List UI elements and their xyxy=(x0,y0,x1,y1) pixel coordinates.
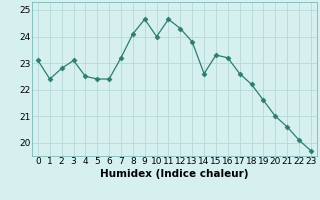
X-axis label: Humidex (Indice chaleur): Humidex (Indice chaleur) xyxy=(100,169,249,179)
